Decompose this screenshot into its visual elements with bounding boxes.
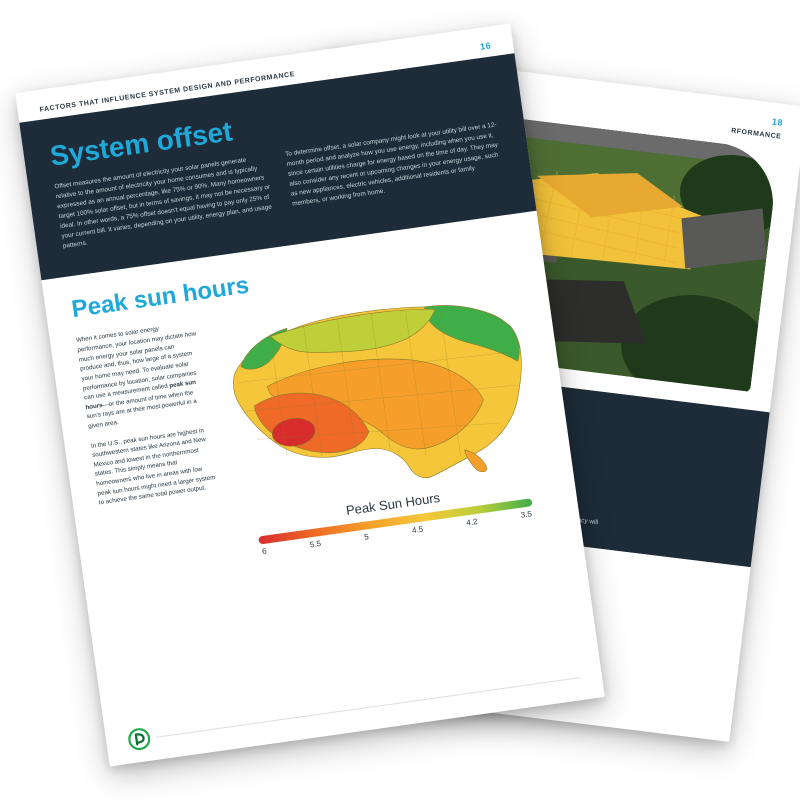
legend-tick-0: 6 [262,546,268,556]
legend-tick-5: 3.5 [520,509,532,519]
document-page-front: FACTORS THAT INFLUENCE SYSTEM DESIGN AND… [15,24,605,767]
us-map: Peak Sun Hours 6 5.5 5 4.5 4.2 3.5 [208,274,553,559]
peak-sun-section: Peak sun hours When it comes to solar en… [41,211,581,597]
legend-tick-4: 4.2 [466,517,478,527]
legend-tick-3: 4.5 [411,524,423,534]
page-footer [127,666,582,751]
legend-tick-1: 5.5 [309,539,321,549]
brand-logo-icon [127,727,152,752]
footer-divider [156,677,580,738]
peak-sun-text: When it comes to solar energy performanc… [76,320,220,518]
page-number-front: 16 [479,40,491,51]
legend-tick-2: 5 [364,532,370,542]
page-number-back: 18 [771,116,783,127]
peak-sun-p1: When it comes to solar energy performanc… [76,320,208,432]
us-map-svg [208,274,546,512]
peak-sun-p2: In the U.S., peak sun hours are highest … [90,425,218,508]
